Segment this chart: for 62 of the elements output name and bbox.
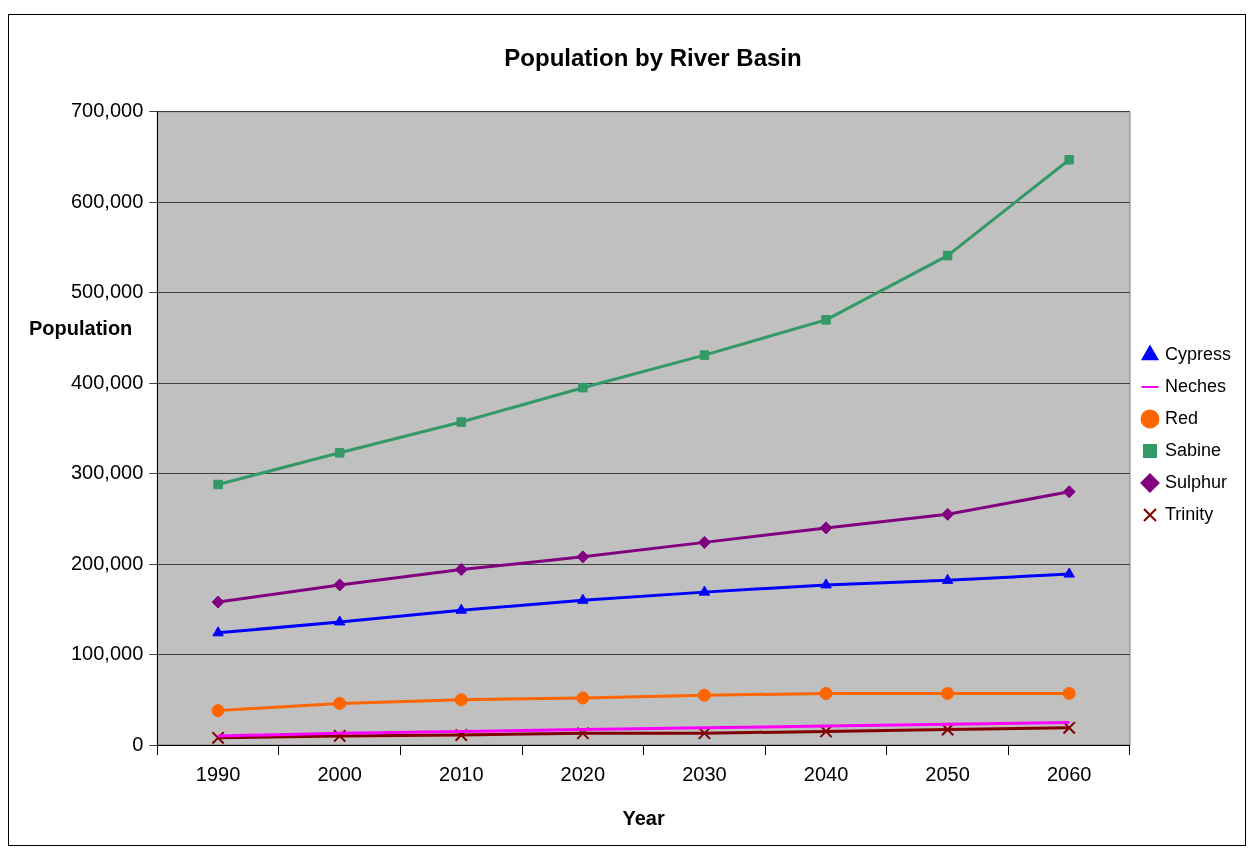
point	[819, 521, 833, 535]
point	[334, 448, 345, 458]
y-tick-label: 600,000	[71, 189, 144, 212]
point	[699, 350, 710, 360]
x-tick-label: 2030	[682, 762, 727, 785]
point	[333, 729, 347, 743]
point	[576, 726, 590, 740]
point	[1064, 155, 1074, 165]
point	[333, 615, 346, 626]
point	[455, 603, 467, 614]
point	[333, 578, 347, 592]
point	[697, 535, 711, 549]
point	[454, 693, 468, 707]
chart-title: Population by River Basin	[504, 44, 802, 72]
point	[697, 688, 711, 702]
legend-label: Neches	[1164, 375, 1227, 396]
point	[941, 507, 955, 521]
x-tick-label: 1990	[195, 762, 241, 785]
point	[1062, 721, 1076, 735]
point	[698, 585, 711, 596]
point	[1062, 485, 1076, 499]
point	[576, 691, 590, 705]
point	[578, 382, 588, 393]
point	[454, 563, 468, 577]
legend-label: Cypress	[1164, 343, 1231, 364]
legend-label: Sabine	[1164, 439, 1222, 460]
y-tick-label: 100,000	[71, 642, 144, 665]
y-tick-label: 200,000	[71, 551, 144, 574]
legend-label: Red	[1164, 407, 1199, 428]
point	[821, 315, 831, 325]
x-tick-label: 2050	[925, 762, 970, 785]
legend-label: Sulphur	[1164, 471, 1228, 492]
point	[213, 479, 223, 490]
x-tick-label: 2020	[560, 762, 606, 785]
y-tick-label: 500,000	[71, 280, 144, 303]
point	[211, 595, 225, 609]
x-tick-label: 2010	[439, 762, 484, 785]
y-tick-label: 0	[132, 732, 144, 755]
y-tick-label: 300,000	[71, 461, 144, 484]
y-tick-label: 400,000	[71, 370, 144, 393]
point	[211, 704, 225, 718]
x-tick-label: 2060	[1046, 762, 1092, 785]
point	[211, 731, 225, 745]
legend-label: Trinity	[1164, 503, 1214, 524]
point	[212, 626, 224, 637]
point	[820, 578, 832, 589]
point	[333, 696, 347, 710]
point	[576, 550, 590, 564]
point	[942, 250, 953, 261]
x-tick-label: 2040	[803, 762, 849, 785]
y-axis-title: Population	[29, 317, 133, 340]
point	[941, 686, 955, 700]
x-tick-label: 2000	[317, 762, 362, 785]
point	[1062, 686, 1076, 700]
point	[1063, 567, 1075, 578]
point	[577, 593, 589, 604]
point	[819, 686, 833, 700]
point	[454, 728, 468, 742]
point	[941, 573, 954, 584]
y-tick-label: 700,000	[71, 99, 144, 122]
point	[456, 417, 466, 427]
x-axis-title: Year	[622, 806, 665, 829]
